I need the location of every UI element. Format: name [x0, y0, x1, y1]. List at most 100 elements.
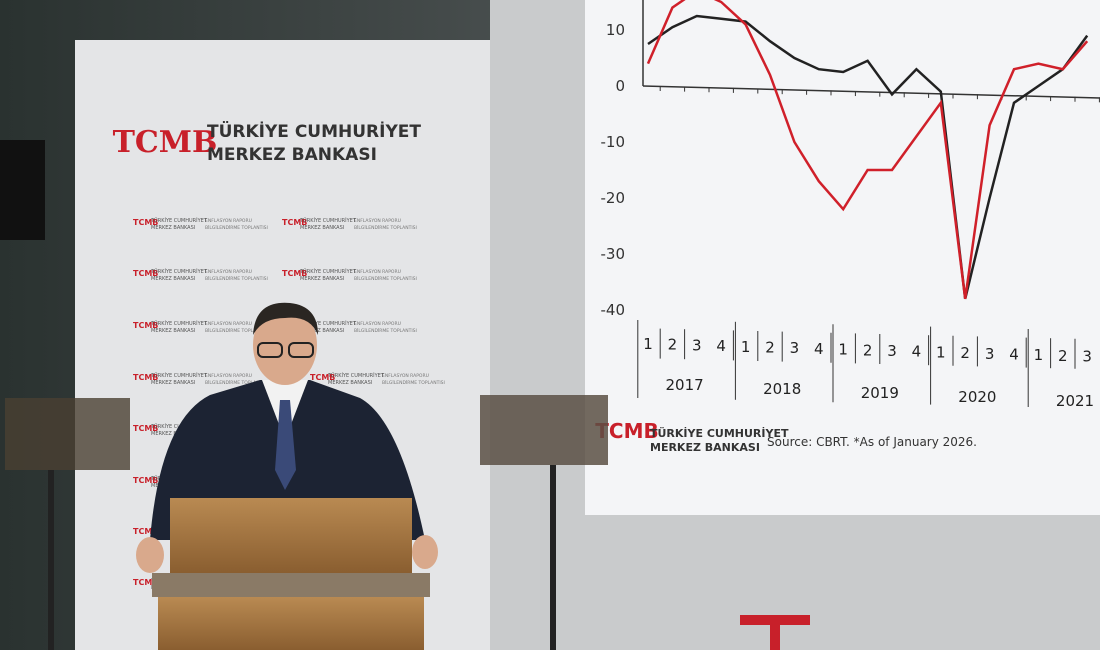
y-tick-label: -10	[601, 133, 626, 151]
small-event: BİLGİLENDİRME TOPLANTISI	[354, 224, 417, 231]
small-event: ENFLASYON RAPORU	[382, 373, 429, 379]
quarter-label: 4	[912, 343, 922, 361]
year-label: 2019	[861, 384, 899, 402]
small-logo-mark: TCMB	[133, 527, 158, 536]
small-logo: TÜRKİYE CUMHURİYET	[327, 372, 385, 379]
quarter-label: 4	[716, 337, 726, 355]
quarter-label: 3	[887, 342, 897, 360]
small-logo: TÜRKİYE CUMHURİYET	[299, 217, 357, 224]
small-logo: MERKEZ BANKASI	[300, 276, 344, 282]
small-logo-mark: TCMB	[133, 373, 158, 382]
hair	[253, 302, 318, 335]
small-logo-mark: TCMB	[133, 476, 158, 485]
glasses	[288, 342, 314, 358]
small-logo-mark: TCMB	[133, 269, 158, 278]
y-tick-label: -40	[601, 301, 626, 319]
small-event: ENFLASYON RAPORU	[354, 218, 401, 224]
small-logo: MERKEZ BANKASI	[328, 380, 372, 386]
small-event: BİLGİLENDİRME TOPLANTISI	[205, 275, 268, 282]
small-event: ENFLASYON RAPORU	[205, 321, 252, 327]
banner-content: TCMB TÜRKİYE CUMHURİYET MERKEZ BANKASI T…	[113, 120, 445, 591]
podium-ledge	[152, 573, 430, 597]
quarter-label: 4	[1009, 346, 1019, 364]
small-event: BİLGİLENDİRME TOPLANTISI	[382, 379, 445, 386]
small-logo: TÜRKİYE CUMHURİYET	[150, 320, 208, 327]
speaker-head	[253, 305, 317, 385]
quarter-label: 4	[814, 340, 824, 358]
hand	[412, 535, 438, 569]
quarter-label: 2	[765, 339, 775, 357]
y-tick-label: 10	[606, 21, 625, 39]
small-logo-mark: TCMB	[282, 218, 307, 227]
monitor	[0, 140, 45, 240]
glasses	[257, 342, 283, 358]
small-logo: TÜRKİYE CUMHURİYET	[299, 320, 357, 327]
quarter-label: 1	[838, 341, 848, 359]
quarter-label: 3	[1082, 348, 1092, 366]
y-tick-label: -20	[601, 189, 626, 207]
quarter-label: 3	[790, 339, 800, 357]
year-label: 2020	[958, 388, 996, 406]
small-event: BİLGİLENDİRME TOPLANTISI	[205, 327, 268, 334]
small-logo: MERKEZ BANKASI	[151, 380, 195, 386]
small-logo: MERKEZ BANKASI	[151, 276, 195, 282]
small-event: BİLGİLENDİRME TOPLANTISI	[205, 224, 268, 231]
small-event: BİLGİLENDİRME TOPLANTISI	[354, 327, 417, 334]
small-logo: MERKEZ BANKASI	[300, 328, 344, 334]
legend-text: Domestic orders	[890, 0, 997, 4]
small-event: BİLGİLENDİRME TOPLANTISI	[354, 275, 417, 282]
year-label: 2021	[1056, 392, 1094, 410]
chart: Domestic orders100-10-20-30-401234123412…	[601, 0, 1100, 410]
quarter-label: 3	[985, 345, 995, 363]
quarter-label: 2	[863, 341, 873, 359]
logo-mark: TCMB	[113, 125, 218, 160]
stand	[550, 465, 556, 650]
lectern-left	[5, 398, 130, 470]
small-logo-mark: TCMB	[282, 269, 307, 278]
small-logo-mark: TCMB	[133, 218, 158, 227]
source-note: Source: CBRT. *As of January 2026.	[767, 435, 977, 449]
small-logo: TÜRKİYE CUMHURİYET	[150, 217, 208, 224]
small-event: BİLGİLENDİRME TOPLANTISI	[205, 379, 268, 386]
quarter-label: 2	[960, 344, 970, 362]
banner-title: MERKEZ BANKASI	[207, 145, 377, 165]
small-event: ENFLASYON RAPORU	[354, 321, 401, 327]
small-logo: MERKEZ BANKASI	[300, 225, 344, 231]
quarter-label: 3	[692, 336, 702, 354]
year-label: 2017	[666, 376, 704, 394]
podium-top	[170, 498, 412, 573]
small-logo-mark: TCMB	[133, 321, 158, 330]
small-logo: MERKEZ BANKASI	[151, 225, 195, 231]
hand	[136, 537, 164, 573]
small-event: ENFLASYON RAPORU	[205, 269, 252, 275]
quarter-label: 1	[936, 343, 946, 361]
small-event: ENFLASYON RAPORU	[205, 218, 252, 224]
small-logo: TÜRKİYE CUMHURİYET	[299, 268, 357, 275]
quarter-label: 1	[1034, 346, 1044, 364]
banner-title: TÜRKİYE CUMHURİYET	[207, 120, 421, 142]
small-logo: MERKEZ BANKASI	[151, 328, 195, 334]
tie	[275, 400, 296, 490]
quarter-label: 1	[741, 338, 751, 356]
podium-body	[158, 597, 424, 650]
lectern-right	[480, 395, 608, 465]
quarter-label: 1	[643, 335, 653, 353]
year-label: 2018	[763, 380, 801, 398]
y-tick-label: -30	[601, 245, 626, 263]
small-logo-mark: TCMB	[133, 424, 158, 433]
small-logo: MERKEZ BANKASI	[151, 431, 195, 437]
small-logo: TÜRKİYE CUMHURİYET	[150, 268, 208, 275]
small-logo: TÜRKİYE CUMHURİYET	[150, 372, 208, 379]
small-logo-mark: TCMB	[310, 373, 335, 382]
screen-logo: TÜRKİYE CUMHURİYET	[650, 426, 789, 440]
small-logo-mark: TCMB	[133, 578, 158, 587]
wall-logo	[740, 615, 810, 650]
stand	[48, 470, 54, 650]
screen-logo: MERKEZ BANKASI	[650, 441, 760, 454]
series-line	[646, 0, 1089, 299]
y-tick-label: 0	[615, 77, 625, 95]
quarter-label: 2	[668, 336, 678, 354]
small-event: ENFLASYON RAPORU	[354, 269, 401, 275]
